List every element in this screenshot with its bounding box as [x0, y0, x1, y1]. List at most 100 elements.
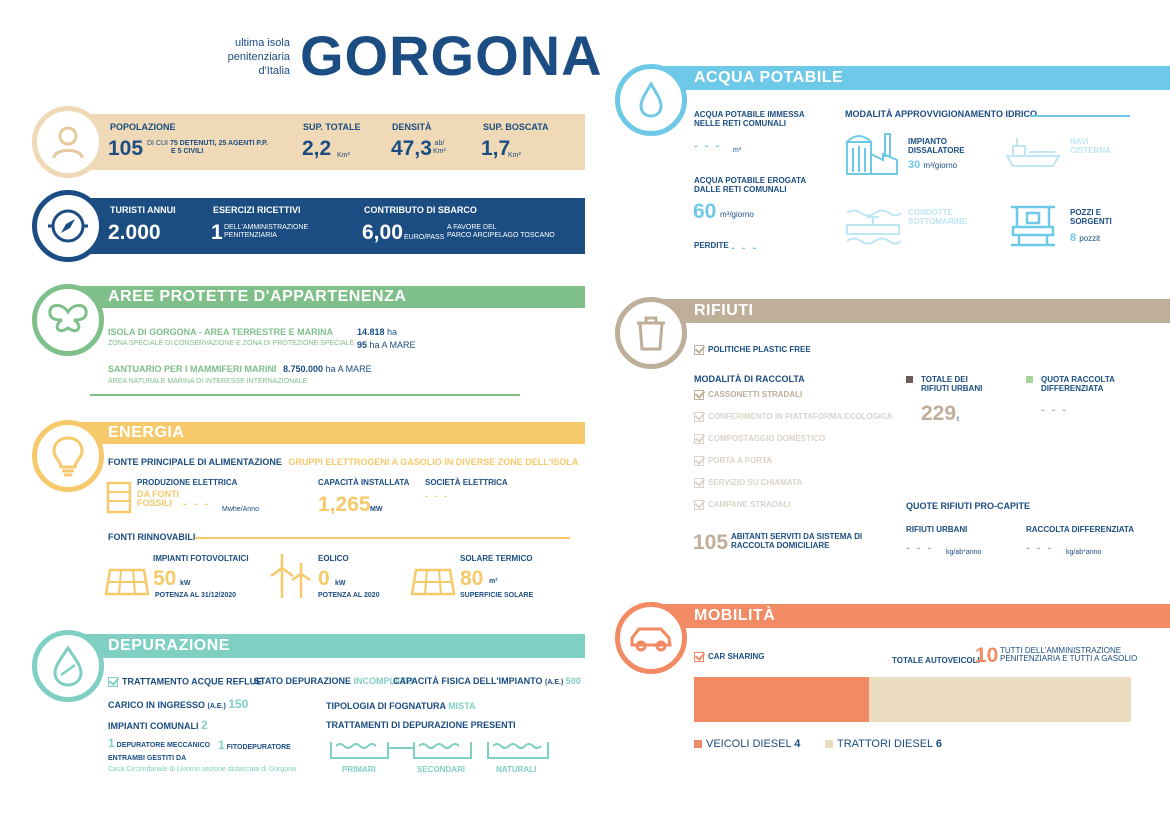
acqua-title-band	[650, 66, 1170, 90]
legend-diesel-swatch	[694, 740, 702, 748]
water-drop-icon	[53, 645, 83, 687]
perdite-value: - - -	[731, 242, 759, 254]
esercizi-detail: DELL'AMMINISTRAZIONE PENITENZIARIA	[224, 224, 309, 239]
person-icon	[52, 126, 84, 159]
condotte-label: CONDOTTE SOTTOMARINE	[908, 208, 967, 226]
totale-rifiuti-unit: t	[957, 416, 959, 423]
acqua-circle	[615, 64, 687, 136]
acqua-immessa-unit: m³	[733, 147, 742, 154]
navi-cisterna-label: NAVI CISTERNA	[1070, 137, 1111, 155]
solare-label: SOLARE TERMICO	[460, 554, 533, 563]
fotovoltaici-sub: POTENZA AL 31/12/2020	[155, 592, 237, 599]
legend-trattori-swatch	[825, 740, 833, 748]
legend-trattori: TRATTORI DIESEL 6	[837, 738, 942, 750]
rifiuti-circle	[615, 297, 687, 369]
car-sharing: CAR SHARING	[694, 652, 764, 662]
raccolta-checkbox	[694, 412, 704, 422]
gestiti-label: ENTRAMBI GESTITI DA	[108, 755, 187, 762]
sup-boscata-label: SUP. BOSCATA	[483, 122, 549, 132]
totale-rifiuti-value: 229	[921, 402, 957, 425]
raccolta-differenziata-label: RACCOLTA DIFFERENZIATA	[1026, 525, 1134, 534]
raccolta-differenziata-unit: kg/ab*anno	[1066, 549, 1102, 556]
car-sharing-checkbox	[694, 652, 704, 662]
eolico-label: EOLICO	[318, 554, 349, 563]
raccolta-differenziata-value: - - -	[1026, 542, 1054, 554]
totale-marker	[906, 376, 913, 383]
fitodepuratore: 1 FITODEPURATORE	[218, 738, 291, 752]
acqua-immessa-value: - - -	[694, 140, 722, 152]
trash-bin-icon	[637, 316, 665, 351]
solar-panel-icon	[104, 568, 150, 596]
densita-value: 47,3	[391, 137, 432, 160]
modalita-line	[1030, 115, 1130, 117]
area1-subtitle: ZONA SPECIALE DI CONSERVAZIONE E ZONA DI…	[108, 340, 355, 347]
contributo-unit: EURO/PASS	[404, 234, 445, 241]
solar-thermal-icon	[410, 568, 456, 596]
acqua-immessa-label: ACQUA POTABILE IMMESSA NELLE RETI COMUNAL…	[694, 110, 805, 128]
car-icon	[630, 627, 672, 652]
vehicles-bar	[694, 677, 1131, 722]
societa-label: SOCIETÀ ELETTRICA	[425, 478, 508, 487]
abitanti-value: 105	[693, 531, 729, 554]
tank-primari: PRIMARI	[342, 765, 376, 774]
solare-sub: SUPERFICIE SOLARE	[460, 592, 534, 599]
eolico-sub: POTENZA AL 2020	[318, 592, 380, 599]
fonte-principale: FONTE PRINCIPALE DI ALIMENTAZIONE GRUPPI…	[108, 457, 579, 467]
mobilita-title: MOBILITÀ	[694, 607, 776, 624]
totale-autoveicoli-value: 10	[975, 644, 999, 667]
capacita-fisica: CAPACITÀ FISICA DELL'IMPIANTO (A.E.) 500	[393, 676, 581, 687]
wind-turbine-icon	[270, 554, 311, 598]
acqua-erogata-label: ACQUA POTABILE EROGATA DALLE RETI COMUNAL…	[694, 176, 807, 194]
capacita-value: 1,265	[318, 493, 371, 516]
depurazione-circle	[32, 630, 104, 702]
raccolta-checkbox	[694, 478, 704, 488]
plastic-free: POLITICHE PLASTIC FREE	[694, 345, 811, 355]
solare-unit: m²	[489, 578, 498, 585]
sup-totale-label: SUP. TOTALE	[303, 122, 361, 132]
depurazione-title-band	[70, 634, 585, 658]
area2-subtitle: AREA NATURALE MARINA DI INTERESSE INTERN…	[108, 378, 308, 385]
impianti-comunali: IMPIANTI COMUNALI 2	[108, 718, 208, 732]
popolazione-detail: DI CUI 75 DETENUTI, 25 AGENTI P.P. E 5 C…	[147, 140, 268, 155]
modalita-raccolta: MODALITÀ DI RACCOLTA	[694, 374, 805, 384]
trattamenti-presenti: TRATTAMENTI DI DEPURAZIONE PRESENTI	[326, 720, 516, 730]
rifiuti-urbani-unit: kg/ab*anno	[946, 549, 982, 556]
mobilita-circle	[615, 602, 687, 674]
pro-capite-label: QUOTE RIFIUTI PRO-CAPITE	[906, 501, 1031, 511]
treatment-tanks-icon	[330, 742, 549, 759]
aree-circle	[32, 284, 104, 356]
abitanti-label: ABITANTI SERVITI DA SISTEMA DI RACCOLTA D…	[731, 532, 863, 550]
butterfly-icon	[48, 304, 88, 333]
modalita-approvvigionamento: MODALITÀ APPROVVIGIONAMENTO IDRICO	[845, 109, 1038, 119]
solare-value: 80	[460, 567, 484, 590]
acqua-title: ACQUA POTABILE	[694, 69, 844, 86]
turisti-value: 2.000	[108, 221, 161, 244]
mobilita-title-band	[650, 604, 1170, 628]
raccolta-checkbox	[694, 434, 704, 444]
rifiuti-urbani-value: - - -	[906, 542, 934, 554]
rifiuti-urbani-label: RIFIUTI URBANI	[906, 525, 968, 534]
well-icon	[1011, 205, 1055, 247]
area2-title: SANTUARIO PER I MAMMIFERI MARINI 8.750.0…	[108, 364, 372, 374]
tank-naturali: NATURALI	[496, 765, 537, 774]
energia-title: ENERGIA	[108, 424, 185, 441]
produzione-unit: Mwhe/Anno	[222, 506, 259, 513]
capacita-label: CAPACITÀ INSTALLATA	[318, 478, 410, 487]
raccolta-checkbox	[694, 390, 704, 400]
carico-ingresso: CARICO IN INGRESSO (A.E.) 150	[108, 697, 249, 711]
turisti-circle	[32, 190, 104, 262]
densita-label: DENSITÀ	[392, 122, 432, 132]
fotovoltaici-unit: kW	[180, 580, 191, 587]
raccolta-item: COMPOSTAGGIO DOMESTICO	[694, 434, 894, 456]
dissalatore-label: IMPIANTO DISSALATORE	[908, 137, 965, 155]
pozzi-label: POZZI E SORGENTI	[1070, 208, 1112, 226]
dissalatore-value: 30 m³/giorno	[908, 159, 958, 171]
contributo-detail: A FAVORE DEL PARCO ARCIPELAGO TOSCANO	[447, 224, 555, 239]
esercizi-value: 1	[211, 221, 223, 244]
eolico-unit: kW	[335, 580, 346, 587]
rinnovabili-label: FONTI RINNOVABILI	[108, 532, 196, 542]
raccolta-item: SERVIZIO SU CHIAMATA	[694, 478, 894, 500]
header-subtitle: ultima isola penitenziaria d'Italia	[227, 37, 290, 77]
totale-rifiuti-label: TOTALE DEI RIFIUTI URBANI	[921, 375, 983, 393]
trattamento-check: TRATTAMENTO ACQUE REFLUE	[108, 677, 262, 687]
